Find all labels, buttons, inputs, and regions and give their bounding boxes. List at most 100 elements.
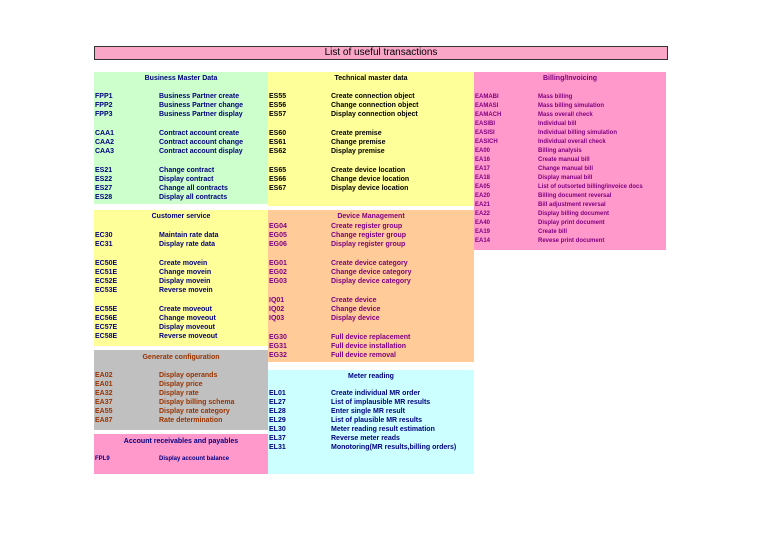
business-master-data-header: Business Master Data xyxy=(144,75,218,82)
transaction-description: Contract account create xyxy=(159,130,240,137)
transaction-description: Change register group xyxy=(331,232,407,239)
transaction-code: ES65 xyxy=(269,167,287,174)
transaction-code: EC30 xyxy=(95,232,113,239)
transaction-description: Mass overall check xyxy=(538,112,593,118)
transaction-description: Revese print document xyxy=(538,238,605,244)
transaction-code: EG31 xyxy=(269,343,287,350)
transaction-description: Display rate category xyxy=(159,408,230,415)
transaction-row: EL30 Meter reading result estimation xyxy=(268,425,474,434)
transaction-description: Display register group xyxy=(331,241,406,248)
transaction-row: CAA1 Contract account create xyxy=(94,129,268,138)
account-receivables-section: Account receivables and payables FPL9 Disp… xyxy=(94,434,268,474)
transaction-description: Display account balance xyxy=(159,456,230,462)
transaction-description: Mass billing xyxy=(538,94,573,100)
transaction-row: EA17 Change manual bill xyxy=(474,165,666,174)
generate-configuration-header: Generate configuration xyxy=(142,354,220,361)
transaction-description: List of outsorted billing/invoice docs xyxy=(538,184,643,190)
transaction-description: Display operands xyxy=(159,372,218,379)
transaction-code: ES22 xyxy=(95,176,113,183)
transaction-code: EC50E xyxy=(95,260,118,267)
transaction-code: EA55 xyxy=(95,408,113,415)
transaction-row: EC31 Display rate data xyxy=(94,240,268,249)
transaction-row: EL01 Create individual MR order xyxy=(268,389,474,398)
transaction-description: Reverse meter reads xyxy=(331,435,400,442)
transaction-row: EA87 Rate determination xyxy=(94,416,268,425)
transaction-row: EA37 Display billing schema xyxy=(94,398,268,407)
transaction-row: ES61 Change premise xyxy=(268,138,474,147)
transaction-description: Enter single MR result xyxy=(331,408,405,415)
transaction-row: EC57E Display moveout xyxy=(94,323,268,332)
transaction-description: Display device xyxy=(331,315,380,322)
transaction-row: EA01 Display price xyxy=(94,380,268,389)
transaction-code: EA22 xyxy=(475,211,491,217)
business-master-data-section: Business Master Data FPP1 Business Partner… xyxy=(94,72,268,204)
transaction-row: EAMABI Mass billing xyxy=(474,93,666,102)
transaction-code: EA16 xyxy=(475,157,491,163)
transaction-description: Create connection object xyxy=(331,93,415,100)
transaction-row: EASICH Individual overall check xyxy=(474,138,666,147)
transaction-row: ES56 Change connection object xyxy=(268,101,474,110)
transaction-code: EC56E xyxy=(95,315,118,322)
transaction-description: Display movein xyxy=(159,278,211,285)
transaction-row: EC55E Create moveout xyxy=(94,305,268,314)
transaction-row: EG06 Display register group xyxy=(268,240,474,249)
transaction-description: Contract account display xyxy=(159,148,243,155)
transaction-description: Display contract xyxy=(159,176,214,183)
transaction-description: Display rate data xyxy=(159,241,216,248)
transaction-code: EA19 xyxy=(475,229,491,235)
transaction-row: EL37 Reverse meter reads xyxy=(268,434,474,443)
transaction-code: EA40 xyxy=(475,220,491,226)
transaction-row: EL31 Monotoring(MR results,billing orders… xyxy=(268,443,474,452)
technical-master-data-header: Technical master data xyxy=(334,75,408,82)
transaction-code: EG05 xyxy=(269,232,287,239)
transaction-description: Meter reading result estimation xyxy=(331,426,435,433)
transaction-code: ES67 xyxy=(269,185,287,192)
transaction-row: EC30 Maintain rate data xyxy=(94,231,268,240)
transaction-description: Full device replacement xyxy=(331,334,411,341)
transaction-code: EAMACH xyxy=(475,112,502,118)
transaction-code: FPL9 xyxy=(95,456,110,462)
transaction-description: Mass billing simulation xyxy=(538,103,605,109)
transaction-row: EA05 List of outsorted billing/invoice do… xyxy=(474,183,666,192)
transaction-code: CAA2 xyxy=(95,139,115,146)
transaction-row: ES57 Display connection object xyxy=(268,110,474,119)
transaction-code: EC58E xyxy=(95,333,118,340)
transaction-code: EC57E xyxy=(95,324,118,331)
transaction-row: EA40 Display print document xyxy=(474,219,666,228)
transaction-row: EC51E Change movein xyxy=(94,268,268,277)
transaction-code: ES27 xyxy=(95,185,113,192)
transaction-description: Display billing schema xyxy=(159,399,235,406)
meter-reading-header: Meter reading xyxy=(348,373,394,380)
transaction-row: ES28 Display all contracts xyxy=(94,193,268,202)
transaction-row: EC56E Change moveout xyxy=(94,314,268,323)
transaction-code: IQ02 xyxy=(269,306,285,313)
transaction-description: List of implausible MR results xyxy=(331,399,431,406)
transaction-description: Create movein xyxy=(159,260,208,267)
transaction-row: ES66 Change device location xyxy=(268,175,474,184)
transaction-description: Create moveout xyxy=(159,306,212,313)
transaction-code: EA17 xyxy=(475,166,491,172)
transaction-row: EG05 Change register group xyxy=(268,231,474,240)
transaction-description: Change all contracts xyxy=(159,185,228,192)
transaction-description: Display premise xyxy=(331,148,385,155)
transaction-code: EA32 xyxy=(95,390,113,397)
transaction-description: Billing document reversal xyxy=(538,193,612,199)
transaction-code: EL30 xyxy=(269,426,286,433)
transaction-code: EC53E xyxy=(95,287,118,294)
transaction-code: EA20 xyxy=(475,193,491,199)
transaction-row: FPL9 Display account balance xyxy=(94,455,268,464)
transaction-row: EA02 Display operands xyxy=(94,371,268,380)
transaction-code: ES61 xyxy=(269,139,287,146)
transaction-row: EC53E Reverse movein xyxy=(94,286,268,295)
transaction-code: IQ01 xyxy=(269,297,285,304)
transaction-code: ES57 xyxy=(269,111,287,118)
transaction-description: Change device xyxy=(331,306,381,313)
transaction-code: EL01 xyxy=(269,390,286,397)
transaction-code: EA02 xyxy=(95,372,113,379)
transaction-code: FPP3 xyxy=(95,111,113,118)
transaction-description: Change manual bill xyxy=(538,166,594,172)
transaction-code: ES60 xyxy=(269,130,287,137)
transaction-code: ES62 xyxy=(269,148,287,155)
transaction-description: Display manual bill xyxy=(538,175,593,181)
transaction-row: ES65 Create device location xyxy=(268,166,474,175)
